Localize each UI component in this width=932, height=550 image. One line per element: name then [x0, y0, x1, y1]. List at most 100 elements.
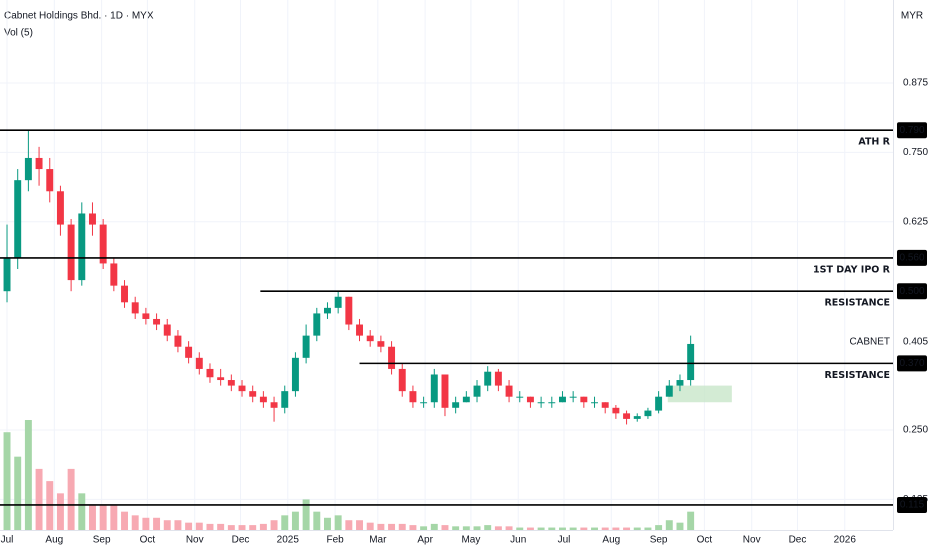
volume-bar [249, 525, 257, 530]
price-tag [897, 283, 927, 300]
candle-body [270, 402, 278, 408]
candle-body [676, 380, 684, 386]
volume-bar [612, 527, 620, 530]
price-tag-label: 0.370 [899, 358, 924, 369]
volume-bar [270, 520, 278, 530]
candle-body [580, 396, 588, 403]
candle-body [526, 396, 534, 403]
x-tick-label: Jun [510, 535, 526, 546]
level-name: RESISTANCE [824, 370, 890, 381]
zone [667, 385, 732, 403]
volume-bar [655, 525, 663, 530]
candle-body [356, 324, 363, 336]
volume-bar [35, 468, 43, 530]
volume-bar [281, 515, 289, 530]
candle-body [46, 169, 54, 192]
volume-bar [473, 526, 481, 530]
candle-body [334, 296, 342, 308]
candle-body [366, 335, 374, 342]
price-tag [897, 122, 927, 139]
candle-body [559, 396, 566, 403]
candle-body [131, 302, 139, 314]
candle-body [78, 213, 86, 281]
volume-bar [313, 511, 321, 530]
level-name: ATH R [858, 137, 890, 148]
volume-bar [3, 432, 11, 530]
candle-body [377, 341, 385, 347]
level-name: RESISTANCE [824, 298, 890, 309]
volume-bar [526, 527, 534, 530]
volume-bar [153, 517, 161, 530]
candle-body [163, 324, 171, 336]
candle-body [537, 402, 545, 404]
candle-body [174, 335, 182, 347]
volume-bar [185, 522, 193, 530]
x-tick-label: Oct [697, 535, 713, 546]
candle-body [217, 377, 225, 381]
x-tick-label: Dec [789, 535, 807, 546]
volume-bar [217, 523, 225, 530]
volume-bar [516, 527, 524, 530]
volume-bar [78, 493, 86, 530]
candle-body [591, 402, 598, 404]
volume-bar [291, 511, 299, 530]
volume-bar [548, 527, 556, 530]
volume-bar [356, 520, 363, 530]
candle-body [644, 410, 652, 417]
volume-bar [462, 526, 470, 530]
x-tick-label: 2025 [277, 535, 300, 546]
candle-body [633, 416, 641, 419]
volume-bar [601, 527, 609, 530]
volume-bar [591, 527, 598, 530]
candle-body [67, 224, 75, 281]
volume-bar [409, 525, 417, 530]
candle-body [494, 371, 502, 386]
price-tag-label: 0.115 [900, 500, 925, 511]
volume-bar [398, 523, 406, 530]
y-tick-label: 0.625 [903, 216, 928, 227]
candle-body [227, 380, 235, 386]
x-tick-label: Nov [743, 535, 761, 546]
volume-bar [67, 468, 75, 530]
candle-body [441, 374, 449, 408]
candle-body [462, 396, 470, 403]
last-price: 0.405 [903, 337, 928, 348]
volume-bar [505, 526, 513, 530]
candle-body [452, 402, 460, 408]
volume-bar [121, 511, 128, 530]
candle-body [505, 385, 513, 397]
volume-bar [89, 505, 96, 530]
x-tick-label: 2026 [834, 535, 857, 546]
candle-body [153, 318, 161, 325]
x-tick-label: May [461, 535, 480, 546]
volume-bar [676, 522, 684, 530]
volume-bar [238, 525, 246, 530]
volume-bar [644, 527, 652, 530]
candle-body [291, 357, 299, 392]
volume-bar [441, 525, 449, 530]
candle-body [121, 285, 128, 303]
candle-body [420, 402, 428, 404]
y-tick-label: 0.250 [903, 425, 928, 436]
candle-body [623, 413, 631, 419]
volume-bar [377, 523, 385, 530]
volume-bar [633, 527, 641, 530]
price-tag [897, 249, 927, 266]
x-tick-label: Apr [417, 535, 433, 546]
volume-bar [388, 523, 396, 530]
candle-body [206, 368, 214, 378]
candle-body [409, 391, 417, 403]
candle-body [484, 371, 492, 386]
x-tick-label: Mar [369, 535, 387, 546]
candle-body [345, 296, 353, 325]
volume-bar [131, 515, 139, 530]
price-tag-label: 0.790 [899, 125, 924, 136]
candle-body [569, 396, 577, 398]
candle-body [398, 368, 406, 392]
candle-body [601, 402, 609, 408]
volume-bar [163, 520, 171, 530]
x-tick-label: Sep [93, 535, 111, 546]
candle-body [430, 374, 438, 403]
volume-bar [366, 522, 374, 530]
